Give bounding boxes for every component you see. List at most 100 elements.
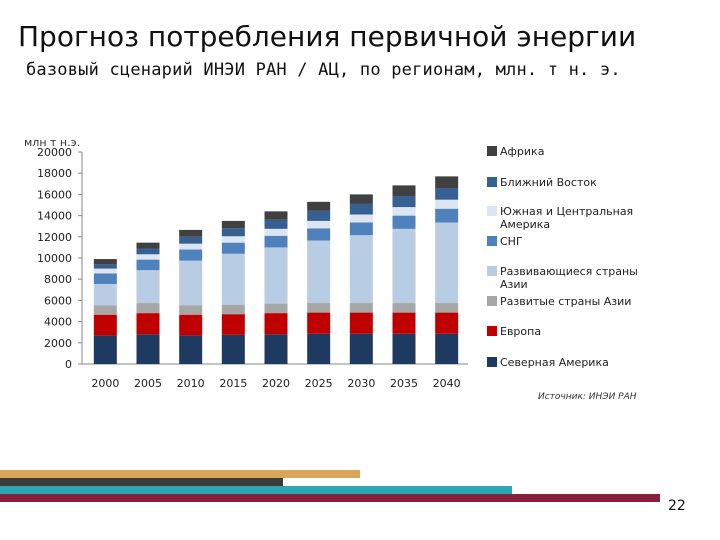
source-note: Источник: ИНЭИ РАН: [538, 392, 637, 402]
bar-segment: [221, 334, 245, 364]
bar-segment: [349, 194, 373, 204]
bar-segment: [392, 207, 416, 216]
legend-swatch: [487, 206, 497, 216]
bar-segment: [307, 201, 331, 211]
bar-segment: [264, 334, 288, 364]
bar-segment: [307, 228, 331, 241]
bar-segment: [435, 188, 459, 200]
bar-segment: [93, 273, 117, 284]
x-tick-label: 2040: [433, 377, 461, 390]
bar-segment: [136, 270, 160, 304]
y-tick-label: 2000: [44, 337, 72, 350]
legend-swatch: [487, 236, 497, 246]
legend-swatch: [487, 177, 497, 187]
bar-segment: [307, 333, 331, 364]
bar-segment: [264, 313, 288, 335]
decor-stripe: [0, 478, 283, 486]
bar-segment: [179, 335, 203, 364]
bar-segment: [435, 199, 459, 209]
bar-segment: [349, 303, 373, 313]
y-tick-label: 14000: [37, 210, 72, 223]
legend-swatch: [487, 266, 497, 276]
bar-segment: [435, 176, 459, 189]
bar-segment: [136, 313, 160, 335]
bar-segment: [435, 208, 459, 223]
legend-label: Развитые страны Азии: [500, 295, 631, 308]
bar-segment: [179, 260, 203, 306]
bar-segment: [349, 203, 373, 215]
bar-segment: [179, 314, 203, 336]
x-tick-label: 2005: [134, 377, 162, 390]
bar-segment: [136, 248, 160, 255]
bar-segment: [349, 235, 373, 304]
x-tick-label: 2010: [177, 377, 205, 390]
bar-segment: [349, 214, 373, 223]
bar-segment: [179, 229, 203, 237]
page-title: Прогноз потребления первичной энергии: [18, 20, 637, 53]
page-number: 22: [668, 498, 686, 514]
legend-swatch: [487, 357, 497, 367]
bar-segment: [136, 303, 160, 314]
x-tick-label: 2025: [305, 377, 333, 390]
x-tick-label: 2020: [262, 377, 290, 390]
y-tick-label: 16000: [37, 188, 72, 201]
bar-segment: [221, 314, 245, 335]
bar-segment: [307, 220, 331, 229]
bar-segment: [221, 228, 245, 237]
y-tick-label: 4000: [44, 316, 72, 329]
bar-segment: [392, 333, 416, 364]
y-tick-label: 20000: [37, 146, 72, 159]
bar-segment: [392, 185, 416, 196]
bar-segment: [179, 243, 203, 250]
bar-segment: [221, 242, 245, 254]
bar-segment: [221, 304, 245, 315]
bar-segment: [307, 312, 331, 334]
legend-label: Северная Америка: [500, 356, 609, 369]
legend-label: Африка: [500, 145, 544, 158]
bar-segment: [307, 240, 331, 304]
legend-swatch: [487, 326, 497, 336]
bar-segment: [179, 236, 203, 244]
bar-segment: [93, 259, 117, 265]
bar-segment: [221, 236, 245, 243]
bar-segment: [264, 303, 288, 314]
y-tick-label: 8000: [44, 273, 72, 286]
x-tick-label: 2035: [390, 377, 418, 390]
legend-label: СНГ: [500, 235, 523, 248]
page-subtitle: базовый сценарий ИНЭИ РАН / АЦ, по регио…: [26, 60, 621, 80]
legend-swatch: [487, 146, 497, 156]
bar-segment: [136, 242, 160, 249]
y-tick-label: 12000: [37, 231, 72, 244]
bar-segment: [349, 222, 373, 236]
bar-segment: [179, 249, 203, 261]
y-tick-label: 10000: [37, 252, 72, 265]
bar-segment: [392, 303, 416, 313]
bar-segment: [349, 333, 373, 364]
bar-segment: [221, 253, 245, 305]
y-tick-label: 6000: [44, 294, 72, 307]
bar-segment: [221, 220, 245, 229]
bar-segment: [264, 235, 288, 248]
bar-segment: [264, 211, 288, 220]
bar-segment: [435, 303, 459, 313]
y-tick-label: 0: [65, 358, 72, 371]
bar-segment: [392, 312, 416, 334]
y-axis-label: млн т н.э.: [24, 136, 80, 149]
bar-segment: [435, 333, 459, 364]
bar-segment: [93, 314, 117, 336]
legend-label: Развивающиеся страны Азии: [500, 265, 638, 291]
bar-segment: [136, 259, 160, 271]
bar-segment: [93, 305, 117, 315]
bar-segment: [264, 228, 288, 236]
legend-label: Южная и Центральная Америка: [500, 205, 633, 231]
bar-segment: [392, 195, 416, 208]
decor-stripe: [0, 486, 512, 494]
bar-segment: [93, 264, 117, 269]
legend-swatch: [487, 296, 497, 306]
bar-segment: [93, 283, 117, 306]
legend-label: Европа: [500, 325, 541, 338]
bar-segment: [392, 215, 416, 229]
decor-stripe: [0, 494, 660, 502]
x-tick-label: 2000: [91, 377, 119, 390]
